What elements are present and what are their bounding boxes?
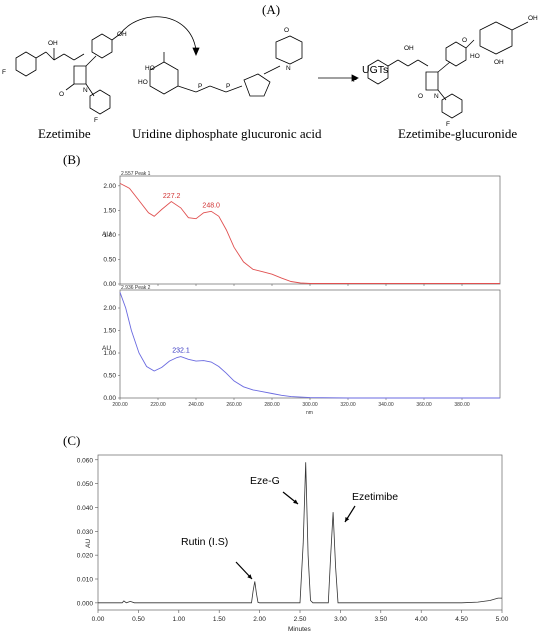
chromatogram-ytick-label: 0.030	[77, 529, 94, 536]
chromatogram-xtick-label: 0.50	[132, 616, 145, 623]
spectrum-top-header: 2.557 Peak 1	[121, 171, 151, 177]
spectrum-bottom-xtick-label: 300.00	[302, 402, 318, 408]
atom-oh-2: OH	[117, 31, 127, 38]
atom-n-1: N	[83, 87, 88, 94]
ugts-label: UGTs	[362, 64, 388, 76]
atom-f-4: F	[446, 121, 450, 128]
atom-p-2: P	[226, 83, 230, 90]
atom-n-2: N	[286, 65, 291, 72]
atom-f-1: F	[2, 69, 6, 76]
atom-ho-3: HO	[470, 53, 480, 60]
chromatogram-xtick-label: 4.50	[455, 616, 468, 623]
chromatogram-ytick-label: 0.060	[77, 457, 94, 464]
reaction-scheme: F OH OH O N F HO HO P P N O	[2, 15, 538, 128]
spectrum-bottom-peak-label: 232.1	[172, 348, 190, 355]
spectrum-bottom-xtick-label: 240.00	[188, 402, 204, 408]
spectrum-top-ytick-label: 1.50	[103, 207, 116, 214]
chromatogram-annotation: Rutin (I.S)	[181, 536, 228, 548]
panel-b-label: (B)	[63, 152, 81, 167]
chromatogram-xtick-label: 1.00	[172, 616, 185, 623]
spectrum-top-spectrum-line	[119, 183, 500, 284]
chromatogram-xtick-label: 5.00	[496, 616, 509, 623]
spectrum-bottom-xtick-label: 360.00	[416, 402, 432, 408]
spectrum-bottom-ytick-label: 1.50	[103, 328, 116, 335]
spectrum-top-plot: 0.00 0.50 1.00 1.50 2.00 227.2 248.0	[103, 183, 500, 288]
spectrum-bottom-xtick-label: 200.00	[112, 402, 128, 408]
spectrum-top-ytick-label: 2.00	[103, 183, 116, 190]
spectrum-bottom-ytick-label: 2.00	[103, 305, 116, 312]
spectrum-bottom-spectrum-line	[119, 292, 500, 399]
chromatogram-xtick-label: 1.50	[213, 616, 226, 623]
atom-o-3: O	[418, 93, 423, 100]
spectrum-bottom-ytick-label: 0.50	[103, 373, 116, 380]
spectrum-top-ytick-label: 0.50	[103, 256, 116, 263]
atom-o-2: O	[284, 27, 289, 34]
chromatogram-xtick-label: 3.50	[374, 616, 387, 623]
spectrum-bottom-ytick-label: 1.00	[103, 350, 116, 357]
spectrum-bottom-xtick-label: 340.00	[378, 402, 394, 408]
chromatogram-trace	[98, 462, 502, 604]
transfer-arrow	[119, 16, 197, 51]
ezetimibe-glucuronide-caption: Ezetimibe-glucuronide	[398, 126, 518, 141]
spectrum-top-ytick-label: 0.00	[103, 281, 116, 288]
spectrum-bottom-xtick-label: 280.00	[264, 402, 280, 408]
spectrum-bottom-xtick-label: 220.00	[150, 402, 166, 408]
chromatogram-xtick-label: 2.00	[253, 616, 266, 623]
chromatogram-xtick-label: 0.00	[92, 616, 105, 623]
chromatogram-ytick-label: 0.000	[77, 600, 94, 607]
spectrum-bottom-xtick-label: 260.00	[226, 402, 242, 408]
chromatogram-ytick-label: 0.010	[77, 577, 94, 584]
spectrum-bottom-ytick-label: 0.00	[103, 395, 116, 402]
chromatogram-frame	[97, 454, 503, 611]
chromatogram-ytick-label: 0.050	[77, 481, 94, 488]
panel-c-label: (C)	[63, 433, 81, 448]
atom-p-1: P	[198, 83, 202, 90]
spectrum-bottom-plot: 0.00 0.50 1.00 1.50 2.00 200.00 220.00 240.00 26…	[103, 292, 500, 408]
atom-ho-2: HO	[138, 79, 148, 86]
chromatogram-xtick-label: 3.00	[334, 616, 347, 623]
spectrum-bottom-xtick-label: 380.00	[454, 402, 470, 408]
chromatogram-annotation: Ezetimibe	[352, 491, 398, 503]
ezetimibe-glucuronide-structure	[367, 21, 529, 119]
atom-oh-4: OH	[528, 15, 538, 22]
atom-f-2: F	[94, 117, 98, 124]
atom-oh-1: OH	[48, 40, 58, 47]
udpga-caption: Uridine diphosphate glucuronic acid	[132, 126, 322, 141]
spectrum-top-ytick-label: 1.00	[103, 232, 116, 239]
atom-n-3: N	[434, 93, 439, 100]
annotation-arrowhead	[345, 517, 350, 522]
panel-a-label: (A)	[262, 2, 281, 17]
spectrum-bottom-header: 2.936 Peak 2	[121, 285, 151, 291]
spectrum-bottom-xtick-label: 320.00	[340, 402, 356, 408]
spectrum-top-peak-label: 227.2	[163, 193, 181, 200]
chromatogram-xlabel: Minutes	[288, 626, 312, 633]
atom-o-1: O	[59, 91, 64, 98]
spectrum-bottom-frame	[119, 289, 501, 399]
chromatogram-xtick-label: 2.50	[294, 616, 307, 623]
atom-o-4: O	[462, 37, 467, 44]
chromatogram-xtick-label: 4.00	[415, 616, 428, 623]
spectrum-top-peak-label: 248.0	[202, 202, 220, 209]
atom-f-3: F	[353, 77, 357, 84]
udpga-structure	[149, 35, 303, 97]
spectrum-bottom-ylabel: AU	[102, 345, 111, 352]
atom-ho-1: HO	[145, 65, 155, 72]
ezetimibe-structure	[15, 33, 121, 115]
chromatogram-ytick-label: 0.020	[77, 553, 94, 560]
annotation-arrowhead	[247, 574, 252, 579]
chromatogram-ytick-label: 0.040	[77, 505, 94, 512]
chromatogram-annotation: Eze-G	[250, 475, 280, 487]
annotation-arrowhead	[293, 499, 298, 504]
atom-oh-3: OH	[404, 45, 414, 52]
spectrum-top-ylabel: AU	[102, 231, 111, 238]
ezetimibe-caption: Ezetimibe	[38, 126, 91, 141]
spectrum-xlabel: nm	[306, 410, 313, 416]
chromatogram-plot: 0.000 0.010 0.020 0.030 0.040 0.050 0.060 0.00 0…	[77, 457, 509, 623]
chromatogram-ylabel: AU	[85, 539, 92, 548]
atom-oh-5: OH	[494, 59, 504, 66]
